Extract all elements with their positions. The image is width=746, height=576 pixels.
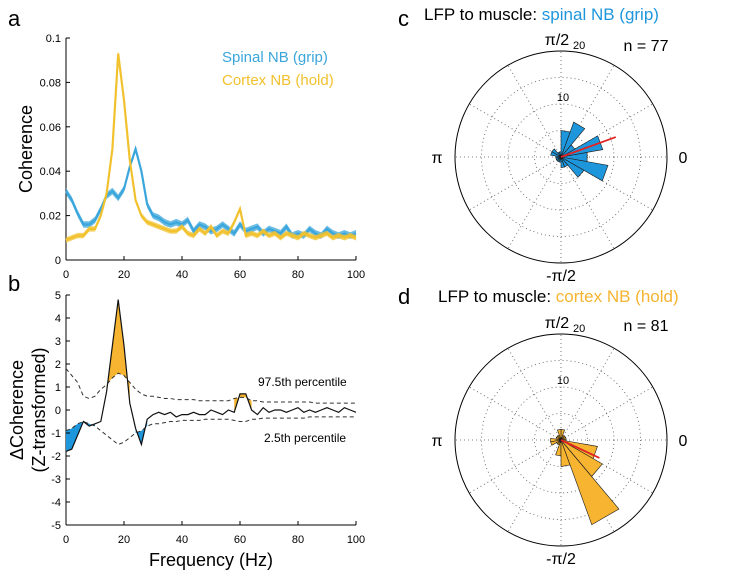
upper-percentile-label: 97.5th percentile [258,375,347,389]
significant-decrease-fill [83,421,95,427]
y-tick-label: 3 [55,336,61,348]
spinal-polar-angle-left: π [431,150,442,167]
x-tick-label: 0 [63,534,69,546]
cortex-polar-ring [534,413,588,467]
spinal-series-line [65,145,357,237]
x-tick-label: 20 [118,269,130,281]
y-tick-label: 0.02 [40,211,61,223]
x-tick-label: 40 [176,534,188,546]
y-tick-label: -5 [51,520,61,532]
x-tick-label: 40 [176,269,188,281]
cortex-polar-spoke [469,386,562,441]
frequency-x-label: Frequency (Hz) [149,550,273,570]
delta-coherence-line [65,299,357,452]
spinal-polar-mean-vector [560,136,617,158]
delta-coherence-chart: 5 4 3 2 1 0 -1 -2 -3 -4 -5 0 20 40 60 80 100 97.5th per… [7,290,365,570]
y-tick-label: -4 [51,497,61,509]
x-tick-label: 80 [292,269,304,281]
spinal-polar-spoke [507,156,562,249]
cortex-polar-rtick-20: 20 [573,323,585,335]
lower-percentile-label: 2.5th percentile [264,431,346,445]
significant-decrease-fill [66,421,84,452]
significant-decrease-fill [135,419,148,445]
x-tick-label: 80 [292,534,304,546]
x-tick-label: 60 [234,269,246,281]
spinal-n-label: n = 77 [624,38,669,55]
y-tick-label: 0.06 [40,122,61,134]
spinal-polar-outer-ring [454,50,668,264]
significant-increase-fill [106,299,130,404]
spinal-polar-ring [481,77,641,237]
delta-y-label-line1: ΔCoherence [7,360,27,460]
y-tick-label: -3 [51,474,61,486]
cortex-polar-histogram: LFP to muscle: cortex NB (hold) n = 81 π… [431,287,687,568]
spinal-polar-angle-bottom: -π/2 [546,268,576,285]
coherence-y-label: Coherence [16,105,36,193]
cortex-polar-angle-right: 0 [679,433,688,450]
upper-percentile-line [65,368,356,404]
cortex-polar-angle-left: π [431,433,442,450]
spinal-polar-angle-top: π/2 [545,32,569,49]
y-tick-label: 0.04 [40,166,61,178]
x-tick-label: 20 [118,534,130,546]
spinal-polar-title: LFP to muscle: spinal NB (grip) [424,5,659,24]
cortex-polar-spoke [560,439,653,494]
spinal-polar-angle-right: 0 [679,150,688,167]
cortex-polar-spoke [507,348,562,441]
lower-percentile-line [65,416,356,446]
cortex-polar-title: LFP to muscle: cortex NB (hold) [438,287,679,306]
y-tick-label: 5 [55,290,61,302]
legend-cortex: Cortex NB (hold) [222,72,334,89]
spinal-polar-spoke [560,156,653,211]
x-tick-label: 100 [347,534,365,546]
cortex-series-line [65,53,357,242]
y-tick-label: -1 [51,428,61,440]
cortex-polar-spoke [560,348,615,441]
cortex-polar-ring [481,360,641,520]
y-tick-label: 4 [55,313,61,325]
cortex-polar-rtick-10: 10 [557,375,569,387]
cortex-polar-angle-bottom: -π/2 [546,551,576,568]
cortex-polar-spoke [560,386,653,441]
cortex-polar-outer-ring [454,333,668,547]
x-tick-label: 60 [234,534,246,546]
y-tick-label: 0.08 [40,77,61,89]
spinal-polar-spoke [507,65,562,158]
cortex-polar-spoke [469,439,562,494]
cortex-polar-mean-vector [560,439,600,459]
panel-label-b: b [8,271,20,296]
y-tick-label: 1 [55,382,61,394]
spinal-polar-spoke [560,103,653,158]
y-tick-label: 0 [55,405,61,417]
spinal-polar-spoke [469,103,562,158]
panel-label-c: c [398,6,409,31]
spinal-polar-histogram: LFP to muscle: spinal NB (grip) n = 77 π… [424,5,688,285]
spinal-polar-bin [560,130,571,158]
y-tick-label: 0 [55,255,61,267]
x-tick-label: 100 [347,269,365,281]
legend-spinal: Spinal NB (grip) [222,49,328,66]
spinal-polar-spoke [560,65,615,158]
spinal-polar-rtick-10: 10 [557,92,569,104]
spinal-polar-bin [560,156,609,182]
cortex-n-label: n = 81 [624,318,669,335]
delta-y-label-line2: (Z-transformed) [29,347,49,472]
panel-label-a: a [8,6,21,31]
cortex-polar-spoke [507,439,562,532]
spinal-polar-spoke [469,156,562,211]
x-tick-label: 0 [63,269,69,281]
cortex-polar-angle-top: π/2 [545,315,569,332]
y-tick-label: 0.1 [46,33,61,45]
panel-label-d: d [398,284,410,309]
coherence-chart: 0 0.02 0.04 0.06 0.08 0.1 0 20 40 60 80 100 Cohere… [16,33,365,281]
y-tick-label: 2 [55,359,61,371]
spinal-polar-rtick-20: 20 [573,40,585,52]
spinal-polar-spoke [560,156,615,249]
y-tick-label: -2 [51,451,61,463]
